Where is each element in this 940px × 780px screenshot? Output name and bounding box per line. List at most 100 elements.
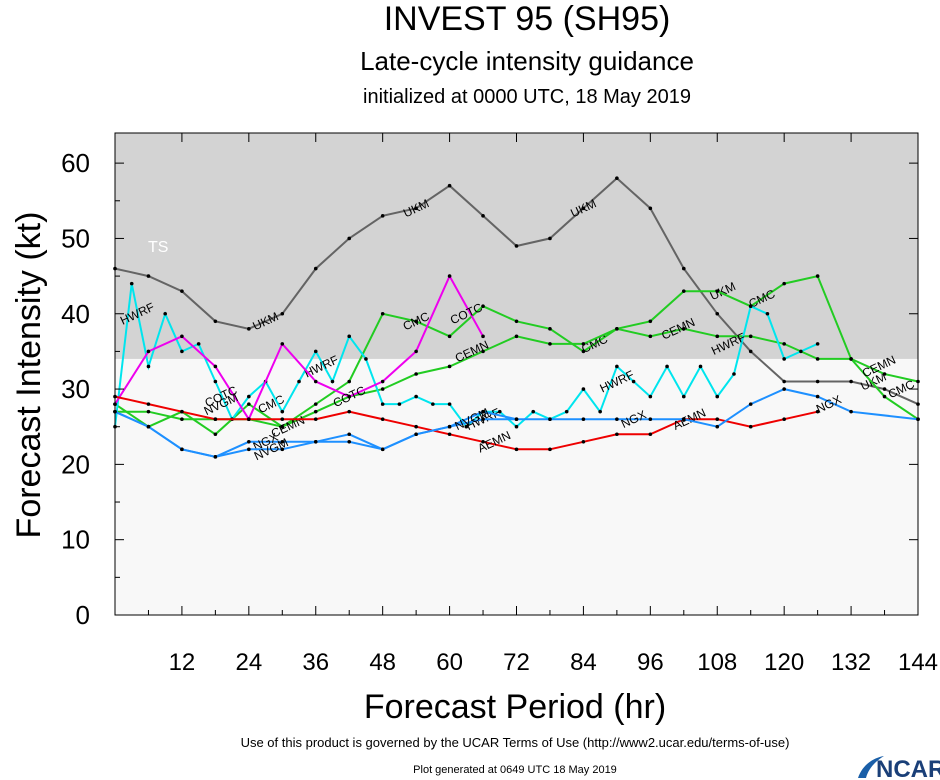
y-tick-label: 40	[61, 299, 90, 329]
data-point	[615, 432, 619, 437]
data-point	[447, 432, 452, 437]
data-point	[481, 439, 485, 444]
data-point	[481, 214, 485, 218]
data-point	[849, 357, 853, 361]
data-point	[799, 349, 803, 354]
x-tick-label: 96	[637, 649, 664, 676]
x-tick-label: 84	[570, 649, 597, 676]
data-point	[213, 379, 218, 384]
data-point	[313, 379, 318, 384]
x-tick-label: 60	[436, 649, 463, 676]
data-point	[213, 432, 218, 437]
data-point	[180, 409, 184, 414]
data-point	[180, 349, 184, 354]
x-tick-label: 132	[831, 649, 871, 676]
data-point	[213, 364, 218, 369]
data-point	[849, 379, 853, 384]
data-point	[414, 424, 418, 429]
data-point	[681, 289, 686, 293]
data-point	[213, 417, 218, 421]
data-point	[347, 236, 352, 241]
data-point	[648, 432, 653, 437]
data-point	[715, 394, 720, 399]
data-point	[815, 274, 820, 278]
data-point	[247, 447, 251, 452]
data-point	[380, 214, 385, 218]
data-point	[146, 274, 151, 278]
data-point	[815, 394, 820, 399]
data-point	[514, 319, 519, 324]
data-point	[414, 206, 418, 211]
y-tick-label: 20	[61, 449, 90, 479]
y-tick-label: 0	[76, 600, 90, 630]
data-point	[481, 417, 485, 421]
data-point	[715, 289, 720, 293]
plot-generated: Plot generated at 0649 UTC 18 May 2019	[413, 764, 617, 776]
data-point	[681, 327, 686, 331]
x-tick-label: 36	[302, 649, 329, 676]
data-point	[681, 394, 686, 399]
data-point	[313, 409, 318, 414]
data-point	[247, 439, 251, 444]
data-point	[748, 402, 753, 406]
data-point	[380, 417, 385, 421]
data-point	[447, 424, 452, 429]
y-tick-label: 50	[61, 223, 90, 253]
data-point	[615, 364, 619, 369]
data-point	[313, 417, 318, 421]
data-point	[581, 206, 586, 211]
x-axis-label: Forecast Period (hr)	[364, 688, 666, 726]
x-tick-label: 108	[697, 649, 737, 676]
chart-subtitle: Late-cycle intensity guidance	[360, 46, 694, 76]
data-point	[180, 417, 184, 421]
data-point	[380, 311, 385, 316]
data-point	[280, 424, 285, 429]
data-point	[247, 394, 251, 399]
data-point	[481, 334, 485, 339]
data-point	[748, 349, 753, 354]
terms-of-use: Use of this product is governed by the U…	[241, 735, 790, 750]
data-point	[514, 244, 519, 248]
data-point	[380, 387, 385, 391]
data-point	[581, 387, 586, 391]
data-point	[548, 327, 552, 331]
data-point	[564, 409, 569, 414]
data-point	[380, 379, 385, 384]
data-point	[447, 364, 452, 369]
axis-layer: 12 24 36 48 60 72 84 96 108 120 132 144 0 10 20 30 40 50 6…	[61, 133, 938, 676]
data-point	[347, 432, 352, 437]
data-point	[280, 342, 285, 346]
data-point	[581, 349, 586, 354]
data-point	[648, 417, 653, 421]
data-point	[129, 281, 134, 286]
data-point	[748, 424, 753, 429]
data-point	[514, 417, 519, 421]
y-tick-label: 60	[61, 148, 90, 178]
data-point	[531, 409, 536, 414]
x-tick-label: 12	[169, 649, 196, 676]
data-point	[648, 334, 653, 339]
ts-band-label: TS	[148, 239, 168, 256]
data-point	[815, 357, 820, 361]
data-point	[497, 409, 502, 414]
data-point	[481, 409, 485, 414]
data-point	[782, 357, 786, 361]
data-point	[481, 349, 485, 354]
data-point	[715, 334, 720, 339]
data-point	[196, 342, 201, 346]
chart-title: INVEST 95 (SH95)	[384, 0, 671, 38]
series-line-aemn	[114, 395, 818, 451]
data-point	[615, 176, 619, 180]
data-point	[765, 311, 770, 316]
data-point	[815, 409, 820, 414]
data-point	[447, 274, 452, 278]
data-point	[280, 417, 285, 421]
data-point	[180, 289, 184, 293]
data-point	[849, 409, 853, 414]
data-point	[598, 409, 602, 414]
data-point	[748, 334, 753, 339]
data-point	[698, 364, 703, 369]
data-point	[447, 402, 452, 406]
